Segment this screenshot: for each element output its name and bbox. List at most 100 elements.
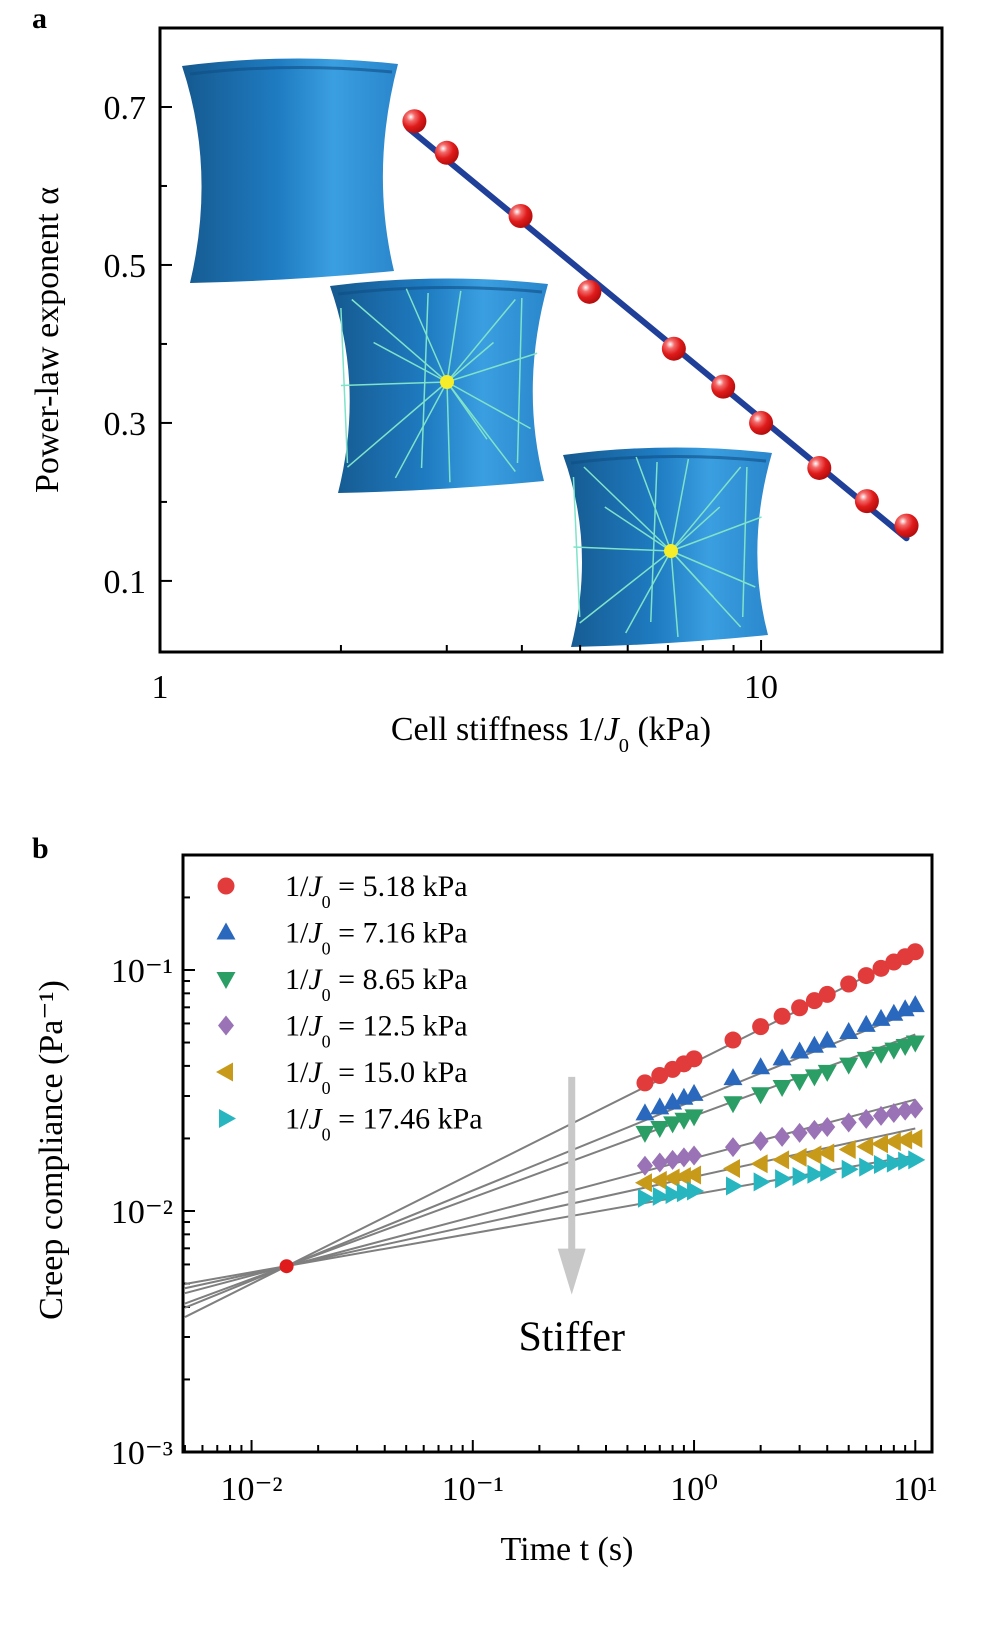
actin-fiber [446, 381, 516, 472]
data-point [791, 1122, 808, 1143]
data-point [884, 1042, 904, 1060]
data-point [752, 1131, 769, 1152]
data-point [665, 1185, 683, 1205]
legend-label: 1/J0 = 8.65 kPa [285, 963, 468, 1005]
actin-fiber [446, 381, 488, 440]
actin-fiber [446, 381, 531, 430]
data-point [838, 1139, 856, 1159]
data-point [676, 1183, 694, 1203]
x-tick-label: 1 [152, 669, 169, 706]
data-point [804, 1035, 824, 1053]
data-point [725, 1176, 743, 1196]
actin-fiber [583, 466, 672, 552]
data-point [856, 1137, 874, 1157]
data-point [749, 410, 774, 435]
cell-illustrations [182, 58, 772, 647]
data-point [577, 279, 602, 304]
data-point [897, 1100, 914, 1121]
actin-fiber [670, 550, 679, 638]
data-point [434, 140, 459, 165]
data-point [649, 1170, 667, 1190]
data-point [650, 1120, 670, 1138]
x-tick-label: 10 [744, 669, 778, 706]
data-point [907, 1098, 924, 1119]
data-point [886, 1153, 904, 1173]
data-point [841, 1159, 859, 1179]
data-point [871, 1008, 891, 1026]
data-point [652, 1186, 670, 1206]
data-point [905, 995, 925, 1013]
series-triangle-left [634, 1128, 923, 1193]
data-point [663, 1116, 683, 1134]
data-point [790, 1041, 810, 1059]
actin-fiber [670, 550, 715, 598]
data-point [772, 1079, 792, 1097]
data-point [636, 1074, 654, 1092]
x-axis-title: Time t (s) [501, 1531, 634, 1568]
data-point [687, 1181, 705, 1201]
panel-b-letter: b [32, 832, 49, 865]
nucleus-dot-icon [440, 375, 454, 389]
data-point [634, 1173, 652, 1193]
legend-marker [216, 972, 236, 989]
panel-b-chart: 10⁻² 10⁻¹ 10⁰ 10¹ 10⁻³ 10⁻² 10⁻¹ Time t (s) Cree… [33, 853, 937, 1568]
legend-marker [216, 1062, 233, 1082]
data-point [662, 1168, 680, 1188]
plot-frame [181, 853, 934, 1454]
data-point [790, 1074, 810, 1092]
data-point [402, 109, 427, 134]
actin-fiber [670, 506, 721, 552]
data-point [723, 1068, 743, 1086]
series-triangle-up [635, 995, 925, 1121]
data-point [895, 1038, 915, 1056]
legend-label: 1/J0 = 5.18 kPa [285, 870, 468, 912]
data-point [753, 1172, 771, 1192]
legend-label: 1/J0 = 15.0 kPa [285, 1056, 468, 1098]
plot-frame [158, 26, 944, 654]
actin-fiber [351, 298, 448, 383]
data-point [686, 1145, 703, 1166]
data-point [775, 1169, 793, 1189]
data-point [854, 489, 879, 514]
cell-rim [337, 285, 543, 296]
legend-marker [218, 1015, 234, 1036]
actin-fiber [572, 461, 748, 623]
x-tick-label: 10⁻¹ [442, 1471, 504, 1508]
data-point [884, 1003, 904, 1021]
cell-body [182, 58, 398, 283]
legend-label: 1/J0 = 12.5 kPa [285, 1010, 468, 1052]
data-point [661, 336, 686, 361]
data-point [818, 985, 836, 1003]
y-axis-title: Power-law exponent α [29, 187, 66, 493]
data-point [675, 1147, 692, 1168]
data-point [635, 1125, 655, 1143]
data-point [650, 1097, 670, 1115]
data-point [805, 992, 823, 1010]
data-point [905, 1128, 923, 1148]
series-triangle-down [635, 1035, 925, 1143]
data-point [871, 1046, 891, 1064]
data-point [791, 999, 809, 1017]
data-point [751, 1087, 771, 1105]
data-point [774, 1126, 791, 1147]
nucleus-dot-icon [664, 544, 678, 558]
x-tick-label: 10⁻² [220, 1471, 282, 1508]
data-point [673, 1167, 691, 1187]
data-point [651, 1152, 668, 1173]
x-tick-label: 10⁰ [670, 1471, 718, 1508]
actin-fiber [340, 381, 448, 387]
actin-fiber [604, 506, 672, 552]
data-point [871, 1134, 889, 1154]
data-point [908, 1150, 926, 1170]
data-point [872, 959, 890, 977]
legend-marker [217, 877, 235, 895]
data-point [895, 1130, 913, 1150]
actin-fiber [625, 550, 672, 634]
cell-soft-icon [182, 58, 398, 283]
legend-marker [216, 922, 236, 940]
data-point [856, 1051, 876, 1069]
data-point [724, 1031, 742, 1049]
data-point [819, 1117, 836, 1138]
series-triangle-right [637, 1150, 926, 1208]
